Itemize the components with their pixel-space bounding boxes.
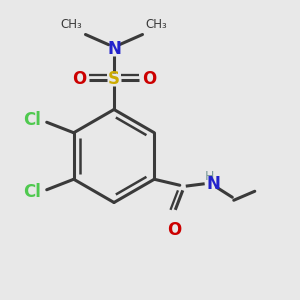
Text: O: O <box>167 221 182 239</box>
Text: Cl: Cl <box>23 111 41 129</box>
Text: CH₃: CH₃ <box>146 19 167 32</box>
Text: N: N <box>207 175 220 193</box>
Text: O: O <box>142 70 156 88</box>
Text: N: N <box>107 40 121 58</box>
Text: O: O <box>72 70 86 88</box>
Text: S: S <box>108 70 120 88</box>
Text: Cl: Cl <box>23 183 41 201</box>
Text: CH₃: CH₃ <box>61 19 82 32</box>
Text: H: H <box>205 170 214 183</box>
